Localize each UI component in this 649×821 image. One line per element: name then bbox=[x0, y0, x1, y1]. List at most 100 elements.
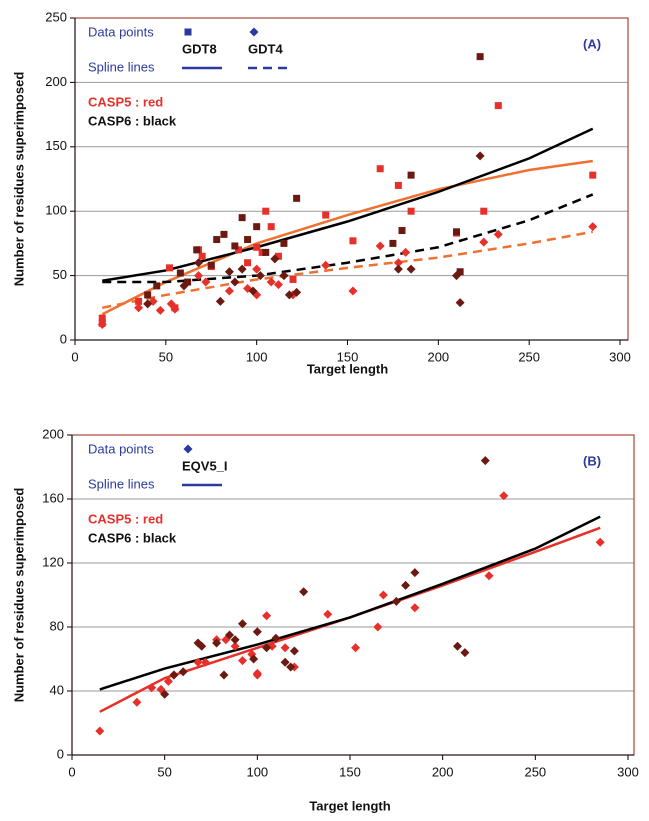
y-tick-label: 150 bbox=[45, 138, 67, 153]
legend-marker bbox=[249, 27, 259, 37]
point bbox=[224, 267, 234, 277]
x-tick-label: 300 bbox=[609, 349, 631, 364]
point bbox=[456, 268, 464, 276]
point bbox=[235, 246, 242, 254]
point bbox=[252, 627, 262, 637]
legend-points-label: Data points bbox=[88, 24, 154, 39]
point bbox=[401, 247, 411, 257]
legend-lines-label: Spline lines bbox=[88, 59, 155, 74]
point bbox=[252, 264, 262, 274]
point bbox=[348, 286, 358, 296]
x-tick-label: 50 bbox=[159, 349, 173, 364]
point bbox=[271, 633, 281, 643]
spline-line bbox=[99, 526, 601, 713]
point bbox=[280, 643, 290, 653]
x-tick-label: 150 bbox=[337, 349, 359, 364]
x-tick-label: 200 bbox=[427, 349, 449, 364]
legend-label: EQV5_I bbox=[182, 458, 228, 473]
spline-line bbox=[101, 159, 593, 316]
legend-label: GDT4 bbox=[248, 41, 283, 56]
y-tick-label: 120 bbox=[42, 554, 64, 569]
point bbox=[378, 590, 388, 600]
point bbox=[200, 657, 210, 667]
point bbox=[349, 237, 357, 245]
point bbox=[252, 670, 262, 680]
point bbox=[97, 320, 107, 330]
point bbox=[178, 667, 188, 677]
point bbox=[284, 290, 294, 300]
point bbox=[238, 656, 248, 666]
point bbox=[262, 643, 272, 653]
point bbox=[135, 297, 143, 305]
x-tick-label: 250 bbox=[518, 349, 540, 364]
x-axis-label: Target length bbox=[309, 798, 390, 813]
point bbox=[134, 303, 144, 313]
spline-line bbox=[102, 193, 594, 284]
point bbox=[401, 580, 411, 590]
point bbox=[193, 246, 201, 254]
point bbox=[231, 242, 239, 250]
point bbox=[484, 571, 494, 581]
point bbox=[321, 260, 331, 270]
point bbox=[253, 243, 261, 251]
point bbox=[494, 102, 502, 110]
y-tick-label: 200 bbox=[42, 426, 64, 441]
point bbox=[153, 282, 161, 290]
point bbox=[179, 281, 189, 291]
point bbox=[253, 223, 261, 231]
point bbox=[499, 491, 509, 501]
point bbox=[215, 296, 225, 306]
point bbox=[184, 278, 192, 286]
point bbox=[201, 277, 211, 287]
point bbox=[169, 670, 179, 680]
point bbox=[194, 271, 204, 281]
note: CASP6 : black bbox=[88, 530, 177, 545]
point bbox=[375, 241, 385, 251]
point bbox=[279, 271, 289, 281]
point bbox=[212, 638, 222, 648]
point bbox=[219, 670, 229, 680]
point bbox=[280, 657, 290, 667]
x-tick-label: 100 bbox=[246, 764, 268, 779]
point bbox=[322, 211, 330, 219]
point bbox=[292, 287, 302, 297]
point bbox=[225, 630, 235, 640]
point bbox=[280, 239, 288, 247]
y-tick-label: 40 bbox=[50, 682, 64, 697]
point bbox=[452, 641, 462, 651]
point bbox=[267, 223, 275, 231]
x-axis-label: Target length bbox=[307, 361, 388, 376]
point bbox=[237, 264, 247, 274]
point bbox=[407, 207, 415, 215]
point bbox=[493, 229, 503, 239]
x-tick-label: 250 bbox=[524, 764, 546, 779]
point bbox=[155, 305, 165, 315]
y-tick-label: 0 bbox=[60, 331, 67, 346]
y-axis-label: Number of residues superimposed bbox=[11, 488, 26, 703]
y-tick-label: 200 bbox=[45, 74, 67, 89]
point bbox=[299, 587, 309, 597]
point bbox=[410, 603, 420, 613]
x-tick-label: 300 bbox=[617, 764, 639, 779]
spline-line bbox=[102, 127, 594, 282]
point bbox=[207, 261, 215, 269]
point bbox=[147, 683, 157, 693]
point bbox=[410, 568, 420, 578]
point bbox=[95, 726, 105, 736]
legend-lines-label: Spline lines bbox=[88, 476, 155, 491]
x-tick-label: 0 bbox=[71, 349, 78, 364]
point bbox=[588, 222, 598, 232]
point bbox=[132, 697, 142, 707]
legend-marker bbox=[184, 28, 192, 36]
y-tick-label: 250 bbox=[45, 9, 67, 24]
point bbox=[213, 236, 221, 244]
point bbox=[249, 654, 259, 664]
point bbox=[238, 619, 248, 629]
legend-points-label: Data points bbox=[88, 441, 154, 456]
point bbox=[475, 151, 485, 161]
note: CASP6 : black bbox=[88, 113, 177, 128]
point bbox=[247, 649, 257, 659]
point bbox=[248, 286, 258, 296]
point bbox=[407, 171, 415, 179]
point bbox=[230, 277, 240, 287]
